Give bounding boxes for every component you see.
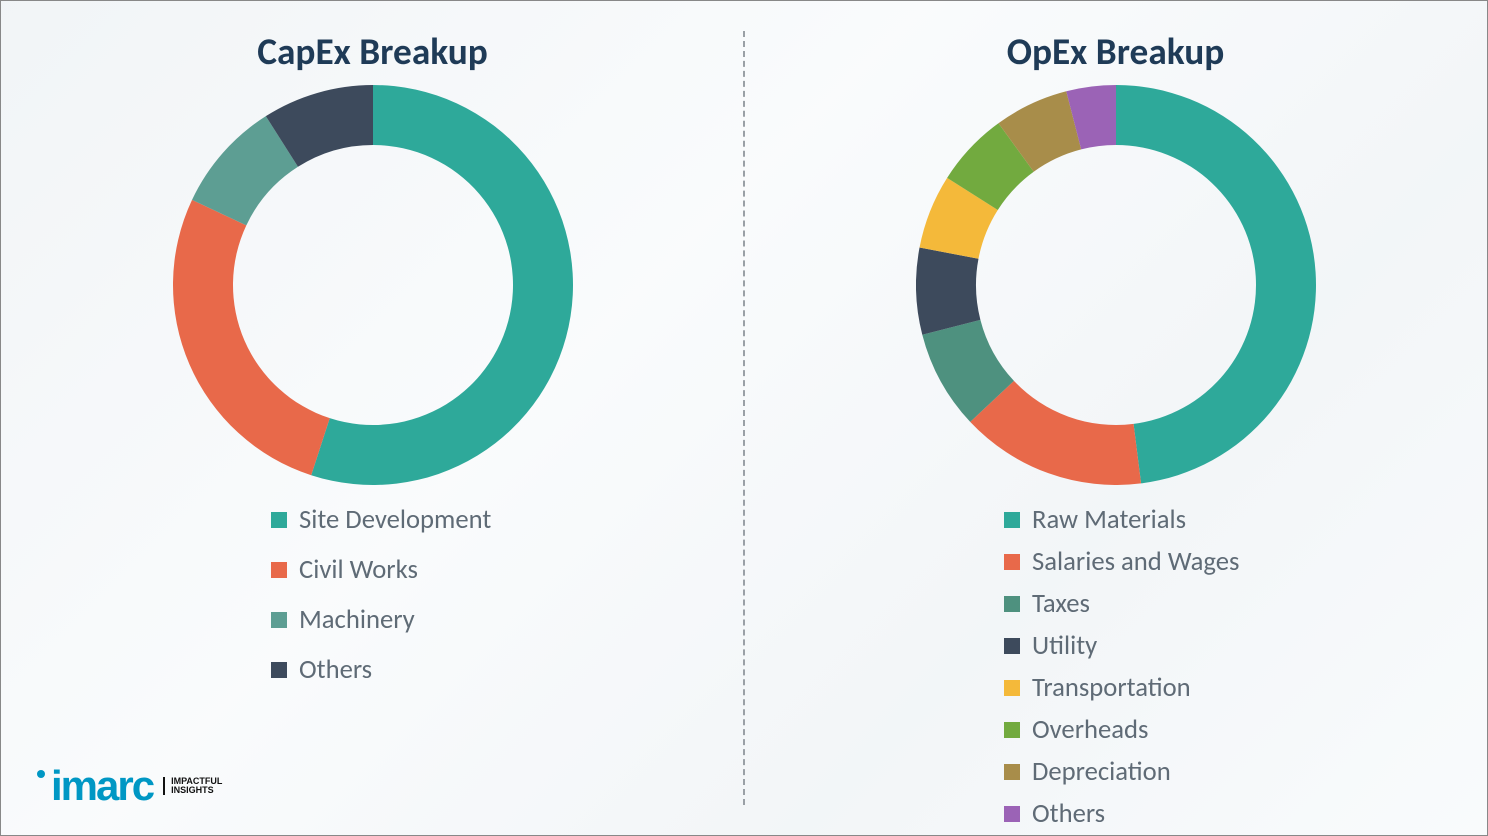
legend-item: Site Development: [271, 504, 491, 536]
chart-frame: CapEx Breakup Site Development Civil Work…: [0, 0, 1488, 836]
capex-title: CapEx Breakup: [257, 29, 488, 75]
legend-swatch-icon: [271, 562, 287, 578]
legend-label: Others: [1032, 798, 1105, 830]
legend-item: Transportation: [1004, 672, 1239, 704]
opex-title: OpEx Breakup: [1007, 29, 1225, 75]
legend-swatch-icon: [1004, 638, 1020, 654]
legend-label: Salaries and Wages: [1032, 546, 1239, 578]
legend-label: Depreciation: [1032, 756, 1171, 788]
logo-tagline-line2: INSIGHTS: [171, 785, 214, 795]
legend-label: Site Development: [299, 504, 491, 536]
legend-item: Others: [271, 654, 491, 686]
legend-item: Civil Works: [271, 554, 491, 586]
legend-swatch-icon: [1004, 680, 1020, 696]
legend-swatch-icon: [1004, 806, 1020, 822]
brand-logo: imarc IMPACTFUL INSIGHTS: [37, 765, 222, 807]
opex-panel: OpEx Breakup Raw Materials Salaries and W…: [744, 1, 1487, 835]
legend-item: Salaries and Wages: [1004, 546, 1239, 578]
legend-swatch-icon: [1004, 554, 1020, 570]
legend-label: Raw Materials: [1032, 504, 1186, 536]
legend-swatch-icon: [271, 612, 287, 628]
capex-legend: Site Development Civil Works Machinery Othe…: [271, 504, 491, 704]
logo-dot-icon: [37, 770, 45, 778]
capex-panel: CapEx Breakup Site Development Civil Work…: [1, 1, 744, 835]
legend-swatch-icon: [1004, 512, 1020, 528]
legend-item: Depreciation: [1004, 756, 1239, 788]
legend-swatch-icon: [271, 512, 287, 528]
legend-label: Machinery: [299, 604, 415, 636]
logo-tagline: IMPACTFUL INSIGHTS: [163, 777, 222, 796]
donut-svg: [173, 85, 573, 485]
legend-item: Raw Materials: [1004, 504, 1239, 536]
legend-item: Utility: [1004, 630, 1239, 662]
panels-container: CapEx Breakup Site Development Civil Work…: [1, 1, 1487, 835]
donut-slice: [173, 200, 330, 475]
legend-item: Others: [1004, 798, 1239, 830]
opex-donut: [916, 85, 1316, 490]
legend-swatch-icon: [271, 662, 287, 678]
donut-slice: [916, 248, 980, 335]
legend-item: Overheads: [1004, 714, 1239, 746]
legend-label: Transportation: [1032, 672, 1191, 704]
capex-donut: [173, 85, 573, 490]
legend-label: Overheads: [1032, 714, 1148, 746]
legend-item: Machinery: [271, 604, 491, 636]
legend-item: Taxes: [1004, 588, 1239, 620]
legend-label: Others: [299, 654, 372, 686]
legend-swatch-icon: [1004, 596, 1020, 612]
logo-brand-text: imarc: [51, 765, 153, 807]
legend-label: Utility: [1032, 630, 1097, 662]
legend-label: Taxes: [1032, 588, 1090, 620]
legend-swatch-icon: [1004, 764, 1020, 780]
legend-label: Civil Works: [299, 554, 418, 586]
donut-slice: [1116, 85, 1316, 483]
donut-svg: [916, 85, 1316, 485]
opex-legend: Raw Materials Salaries and Wages Taxes Util…: [1004, 504, 1239, 836]
legend-swatch-icon: [1004, 722, 1020, 738]
